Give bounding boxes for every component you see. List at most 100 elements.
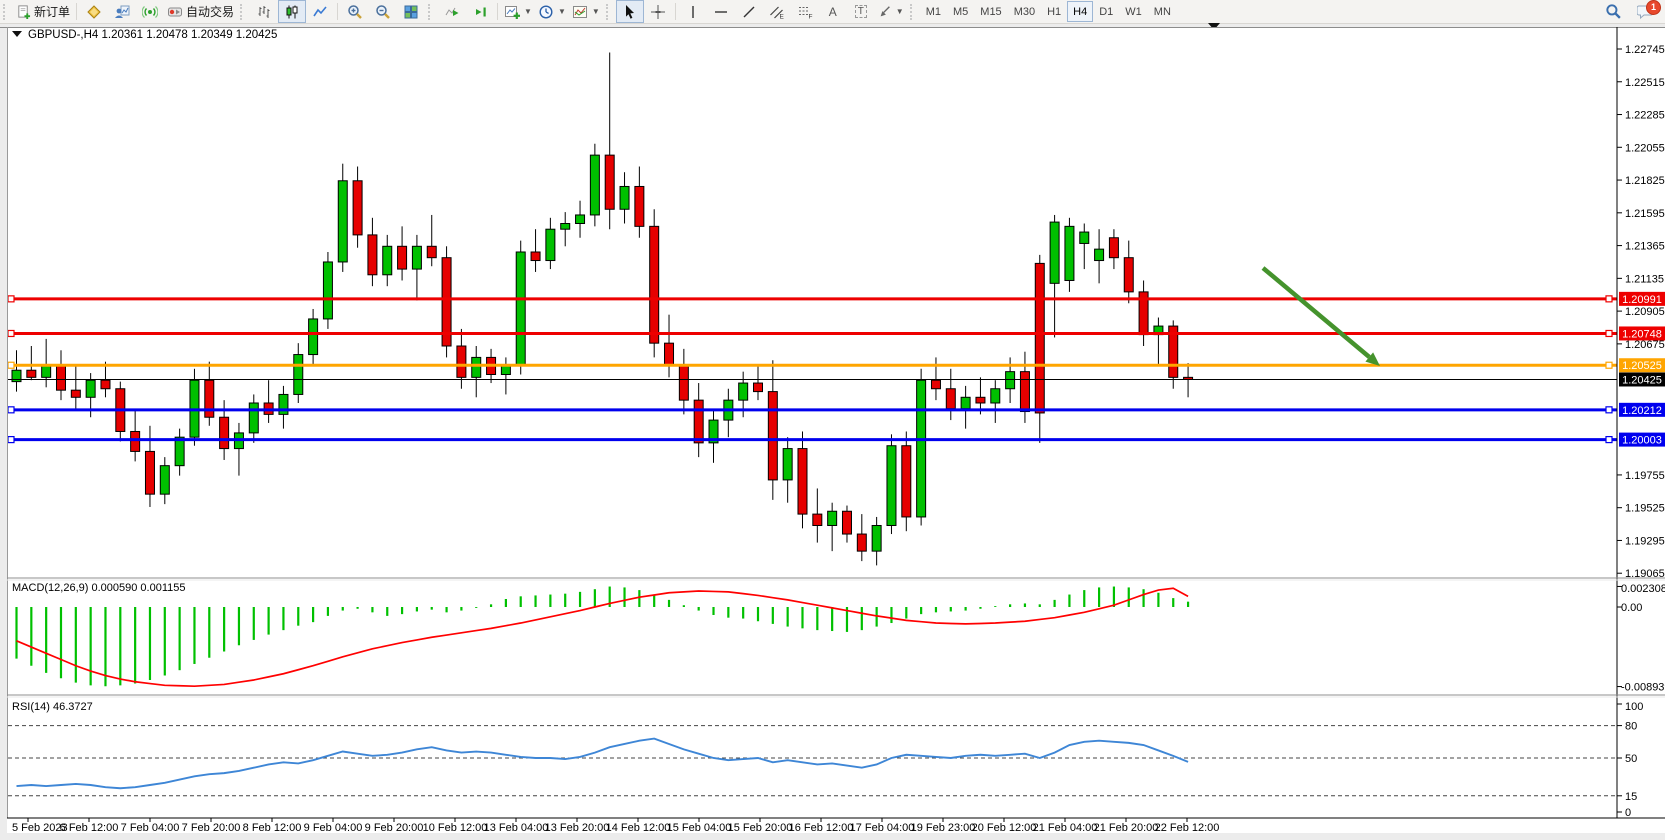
time-axis-label: 20 Feb 12:00: [972, 822, 1037, 834]
timeframe-h1[interactable]: H1: [1047, 5, 1062, 18]
bull-candle: [500, 365, 511, 375]
zoom-in-button[interactable]: [341, 0, 369, 23]
auto-scroll-button[interactable]: [438, 0, 466, 23]
toolbar-grip[interactable]: [240, 3, 246, 20]
bull-candle: [515, 251, 526, 367]
person-chart-icon: [114, 4, 130, 20]
bull-candle: [575, 214, 586, 225]
toolbar-grip[interactable]: [909, 3, 916, 20]
toolbar-grip[interactable]: [3, 3, 9, 20]
price-tag-label: 1.20212: [1622, 405, 1662, 417]
horizontal-line-tool[interactable]: [707, 0, 735, 23]
timeframe-w1[interactable]: W1: [1125, 5, 1142, 18]
price-tag: [1619, 358, 1665, 373]
time-axis-label: 9 Feb 04:00: [304, 822, 363, 834]
price-axis-label: 1.21595: [1625, 208, 1665, 220]
fibonacci-icon: F: [797, 4, 813, 20]
macd-label: MACD(12,26,9) 0.000590 0.001155: [12, 582, 185, 594]
line-anchor-handle[interactable]: [7, 435, 15, 444]
bull-candle: [960, 396, 971, 410]
rsi-axis-label: 80: [1625, 721, 1637, 733]
candlestick-chart-button[interactable]: [278, 0, 307, 23]
timeframe-d1[interactable]: D1: [1099, 5, 1114, 18]
price-tag-label: 1.20748: [1622, 328, 1662, 340]
separator: [674, 3, 676, 20]
gold-diamond-icon: [86, 4, 102, 20]
line-anchor-handle[interactable]: [1605, 295, 1613, 303]
line-anchor-handle[interactable]: [1605, 406, 1613, 414]
bear-candle: [797, 448, 808, 515]
signals-button[interactable]: [136, 0, 164, 23]
chart-shift-button[interactable]: [466, 0, 494, 23]
window-menu-arrow-icon[interactable]: [1208, 23, 1220, 30]
line-anchor-handle[interactable]: [1605, 361, 1613, 369]
indicators-dropdown[interactable]: ▼: [501, 0, 535, 23]
line-anchor-handle[interactable]: [7, 329, 15, 338]
data-window-button[interactable]: [108, 0, 136, 23]
bull-candle: [41, 365, 52, 378]
tile-windows-button[interactable]: [397, 0, 425, 23]
line-anchor-handle[interactable]: [7, 406, 15, 414]
dropdown-arrow-icon: ▼: [591, 7, 600, 16]
new-order-label: 新订单: [34, 5, 71, 19]
notifications-button[interactable]: 1: [1637, 0, 1661, 22]
toolbar-grip[interactable]: [605, 3, 612, 20]
toolbar-grip[interactable]: [428, 3, 434, 20]
notification-badge: 1: [1646, 0, 1661, 15]
text-label-tool[interactable]: T: [847, 0, 875, 23]
vertical-line-icon: [685, 4, 701, 20]
bear-candle: [1108, 237, 1119, 259]
timeframe-m5[interactable]: M5: [953, 5, 969, 18]
time-axis-label: 17 Feb 04:00: [850, 822, 915, 834]
bull-candle: [827, 510, 838, 526]
trend-arrow-object[interactable]: [1261, 266, 1371, 359]
price-axis-label: 1.21135: [1625, 273, 1664, 285]
line-anchor-handle[interactable]: [1605, 435, 1613, 444]
price-tag-label: 1.20003: [1622, 435, 1662, 447]
trendline-tool[interactable]: [735, 0, 763, 23]
autotrading-icon: [167, 4, 183, 20]
bear-candle: [634, 185, 645, 227]
line-anchor-handle[interactable]: [1605, 329, 1613, 338]
timeframe-mn[interactable]: MN: [1153, 5, 1171, 18]
bull-candle: [174, 436, 185, 467]
bull-candle: [1005, 371, 1016, 390]
templates-dropdown[interactable]: ▼: [569, 0, 603, 23]
search-button[interactable]: [1599, 0, 1627, 23]
crosshair-tool-button[interactable]: [644, 0, 672, 23]
line-anchor-handle[interactable]: [7, 361, 15, 369]
periods-dropdown[interactable]: ▼: [535, 0, 569, 23]
price-tag: [1619, 372, 1665, 387]
timeframe-m1[interactable]: M1: [925, 5, 941, 18]
shapes-dropdown[interactable]: ▼: [875, 0, 907, 23]
text-tool[interactable]: A: [819, 0, 847, 23]
fibonacci-tool[interactable]: F: [791, 0, 819, 23]
bar-chart-button[interactable]: [250, 0, 278, 23]
time-axis-label: 7 Feb 20:00: [182, 822, 241, 834]
zoom-out-icon: [375, 4, 391, 20]
rsi-axis-label: 100: [1625, 701, 1643, 713]
chart-collapse-icon[interactable]: [12, 31, 22, 37]
line-chart-button[interactable]: [306, 0, 334, 23]
rsi-axis-label: 50: [1625, 753, 1637, 765]
zoom-out-button[interactable]: [369, 0, 397, 23]
timeframe-m15[interactable]: M15: [980, 5, 1002, 18]
new-order-button[interactable]: 新订单: [13, 0, 73, 23]
chart-window[interactable]: 1.20991 1.20748 1.20525 1.20425 1.20212 1.200…: [0, 27, 1665, 840]
tile-windows-icon: [403, 4, 419, 20]
autotrading-button[interactable]: 自动交易: [164, 0, 237, 23]
bull-candle: [278, 393, 289, 415]
timeframe-h4[interactable]: H4: [1067, 1, 1094, 22]
line-anchor-handle[interactable]: [7, 295, 15, 303]
timeframe-m30[interactable]: M30: [1013, 5, 1036, 18]
equidistant-channel-tool[interactable]: E: [763, 0, 791, 23]
cursor-tool-button[interactable]: [615, 0, 644, 23]
price-tag-label: 1.20425: [1622, 374, 1662, 386]
market-watch-button[interactable]: [80, 0, 108, 23]
bull-candle: [322, 261, 333, 320]
vertical-line-tool[interactable]: [679, 0, 707, 23]
text-label-icon: T: [854, 5, 867, 18]
bull-candle: [708, 419, 719, 444]
candles-layer: [11, 52, 1194, 566]
text-tool-icon: A: [828, 4, 837, 19]
